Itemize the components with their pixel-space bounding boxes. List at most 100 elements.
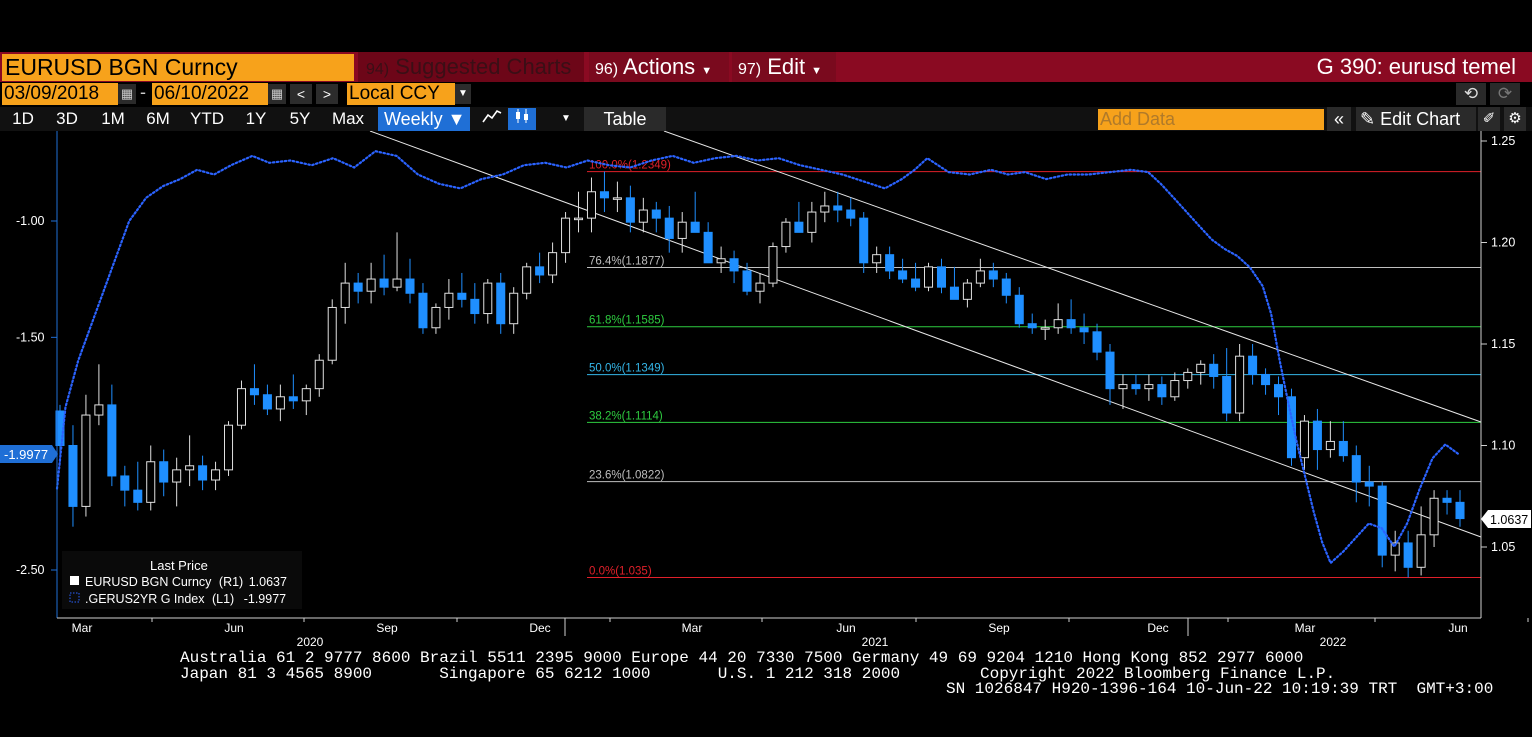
candle — [301, 384, 311, 416]
candle — [1364, 465, 1374, 507]
candle — [418, 283, 428, 334]
candle — [1274, 376, 1284, 416]
currency-select[interactable]: Local CCY — [347, 83, 455, 105]
candle — [327, 299, 337, 365]
candle — [586, 177, 596, 233]
candle — [1338, 421, 1348, 462]
redo-icon[interactable]: ⟳ — [1490, 83, 1520, 105]
candle — [1183, 368, 1193, 389]
menu-suggested-charts[interactable]: 94) Suggested Charts — [358, 52, 584, 82]
svg-text:-1.9977: -1.9977 — [4, 447, 48, 462]
gerus2yr-series — [55, 150, 1460, 565]
candle — [172, 457, 182, 507]
candle — [1455, 490, 1465, 527]
pencil-icon: ✎ — [1360, 109, 1376, 129]
range-1d[interactable]: 1D — [12, 109, 34, 128]
ticker-field[interactable]: EURUSD BGN Curncy — [2, 54, 354, 81]
table-button[interactable]: Table — [584, 107, 666, 131]
candle — [1196, 360, 1206, 385]
candle — [392, 232, 402, 292]
chevron-left-icon[interactable]: < — [290, 84, 312, 104]
candle-chart-icon[interactable] — [508, 108, 536, 130]
menu-edit[interactable]: 97) Edit ▼ — [732, 52, 836, 82]
candle — [496, 272, 506, 334]
candle — [574, 191, 584, 233]
frequency-select[interactable]: Weekly ▼ — [378, 107, 470, 131]
annotate-icon[interactable]: ✐ — [1478, 107, 1500, 131]
legend: Last Price EURUSD BGN Curncy (R1) 1.0637… — [62, 551, 302, 609]
range-1y[interactable]: 1Y — [245, 109, 267, 128]
candle — [729, 250, 739, 284]
range-6m[interactable]: 6M — [146, 109, 170, 128]
date-separator: - — [140, 82, 146, 102]
x-month-label: Mar — [1295, 621, 1316, 635]
double-chevron-left-icon[interactable]: « — [1327, 107, 1351, 131]
gerus2yr-line — [55, 150, 1460, 565]
candle — [677, 212, 687, 253]
candle — [690, 191, 700, 233]
candle — [548, 242, 558, 284]
candle — [1001, 272, 1011, 304]
candle — [768, 242, 778, 288]
range-ytd[interactable]: YTD — [190, 109, 224, 128]
calendar-icon[interactable]: ▦ — [268, 84, 286, 104]
candle — [1040, 319, 1050, 340]
edit-chart-button[interactable]: ✎ Edit Chart — [1356, 107, 1476, 131]
candle — [846, 197, 856, 227]
candle — [1416, 506, 1426, 576]
x-month-label: Dec — [529, 621, 550, 635]
candle — [703, 222, 713, 264]
trend-line-upper — [663, 131, 1482, 423]
menu-actions[interactable]: 96) Actions ▼ — [589, 52, 729, 82]
legend-title: Last Price — [150, 558, 208, 573]
chevron-down-icon[interactable]: ▼ — [561, 113, 571, 124]
add-data-input[interactable] — [1098, 109, 1324, 130]
candle — [198, 455, 208, 491]
candle — [1248, 344, 1258, 385]
candle — [561, 212, 571, 263]
chevron-right-icon[interactable]: > — [316, 84, 338, 104]
chevron-down-icon[interactable]: ▼ — [455, 84, 471, 104]
candle — [820, 191, 830, 223]
candle — [924, 262, 934, 292]
candle — [1312, 408, 1322, 470]
line-chart-icon[interactable] — [478, 108, 506, 130]
range-3d[interactable]: 3D — [56, 109, 78, 128]
candle — [1442, 490, 1452, 515]
range-5y[interactable]: 5Y — [289, 109, 311, 128]
gear-icon[interactable]: ⚙ — [1504, 107, 1526, 131]
candle — [94, 364, 104, 426]
candle — [625, 185, 635, 233]
legend-entry-price: EURUSD BGN Curncy (R1) 1.0637 — [85, 575, 287, 589]
end-date-input[interactable]: 06/10/2022 — [152, 83, 268, 105]
candle — [833, 191, 843, 223]
range-max[interactable]: Max — [331, 109, 365, 128]
right-tick-label: 1.20 — [1491, 236, 1515, 250]
price-chart[interactable]: 100.0%(1.2349) 76.4%(1.1877) 61.8%(1.1585)… — [0, 131, 1532, 648]
candle — [1105, 344, 1115, 405]
range-1m[interactable]: 1M — [101, 109, 125, 128]
candle — [988, 262, 998, 288]
candle — [794, 201, 804, 233]
candle — [936, 258, 946, 294]
candle — [1261, 368, 1271, 395]
start-date-input[interactable]: 03/09/2018 — [2, 83, 118, 105]
menu-label: Edit — [767, 54, 806, 79]
undo-icon[interactable]: ⟲ — [1456, 83, 1486, 105]
edit-chart-label: Edit Chart — [1380, 109, 1461, 129]
legend-entry-gerus: .GERUS2YR G Index (L1) -1.9977 — [85, 592, 286, 606]
x-month-label: Sep — [376, 621, 398, 635]
candle — [781, 218, 791, 253]
candle — [314, 354, 324, 397]
candle — [1027, 313, 1037, 334]
calendar-icon[interactable]: ▦ — [118, 84, 136, 104]
menu-label: Suggested Charts — [395, 54, 572, 79]
candle — [1377, 482, 1387, 568]
menu-label: Actions — [623, 54, 696, 79]
candle — [885, 246, 895, 280]
right-tick-label: 1.10 — [1491, 439, 1515, 453]
candle — [1170, 372, 1180, 401]
x-month-label: Jun — [224, 621, 243, 635]
trend-line-lower — [369, 131, 1482, 538]
candle — [599, 171, 609, 213]
